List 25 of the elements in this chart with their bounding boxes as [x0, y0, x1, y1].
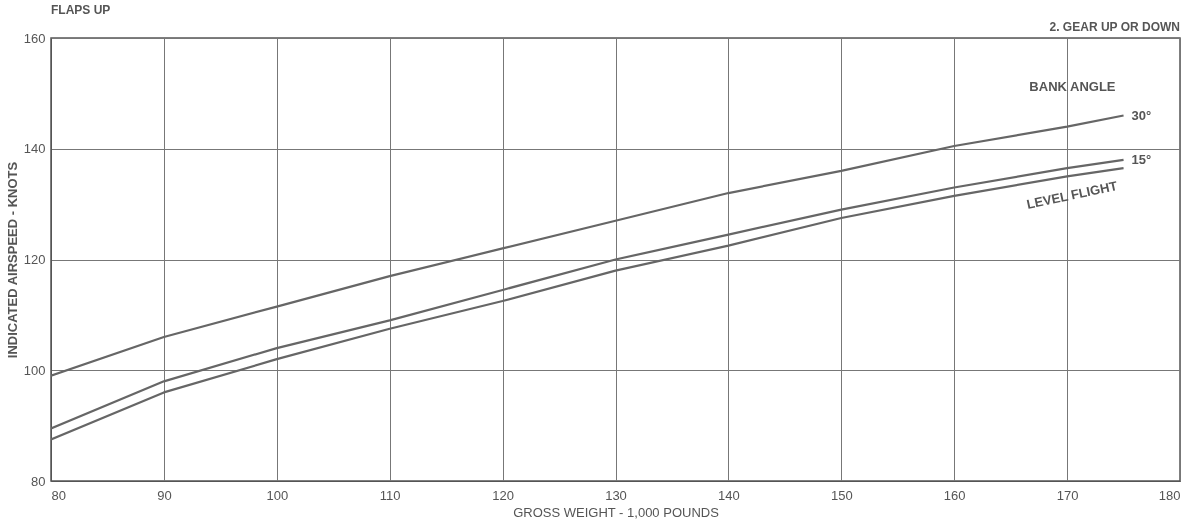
x-tick-label: 100 [266, 487, 289, 503]
x-tick-label: 130 [605, 487, 627, 503]
line-series [51, 114, 1125, 377]
x-tick-label: 160 [943, 487, 966, 503]
y-tick-label: 120 [23, 252, 46, 267]
x-tick-label: 180 [1158, 487, 1181, 503]
x-tick-label: 90 [157, 487, 172, 503]
y-tick-label: 160 [23, 30, 46, 46]
text: 2. GEAR UP OR DOWN [1049, 20, 1180, 34]
text: LEVEL FLIGHT [1025, 178, 1119, 212]
y-axis-title: INDICATED AIRSPEED - KNOTS [4, 161, 20, 359]
series-label: 15° [1131, 151, 1152, 167]
series-label: 30° [1131, 107, 1152, 123]
x-tick-label: 170 [1056, 487, 1079, 503]
y-tick-label: 140 [23, 141, 46, 157]
chart-title: FLAPS UP [51, 3, 111, 17]
x-tick-label: 110 [379, 487, 401, 503]
y-tick-label: 80 [31, 473, 46, 489]
x-tick-label: 140 [718, 487, 740, 503]
x-tick-label: 150 [830, 487, 853, 503]
x-tick-label: 120 [492, 487, 514, 503]
y-tick-label: 100 [23, 362, 46, 378]
x-tick-label: 80 [51, 487, 66, 503]
x-axis-title: GROSS WEIGHT - 1,000 POUNDS [513, 504, 720, 520]
annotation: BANK ANGLE [1029, 78, 1116, 94]
